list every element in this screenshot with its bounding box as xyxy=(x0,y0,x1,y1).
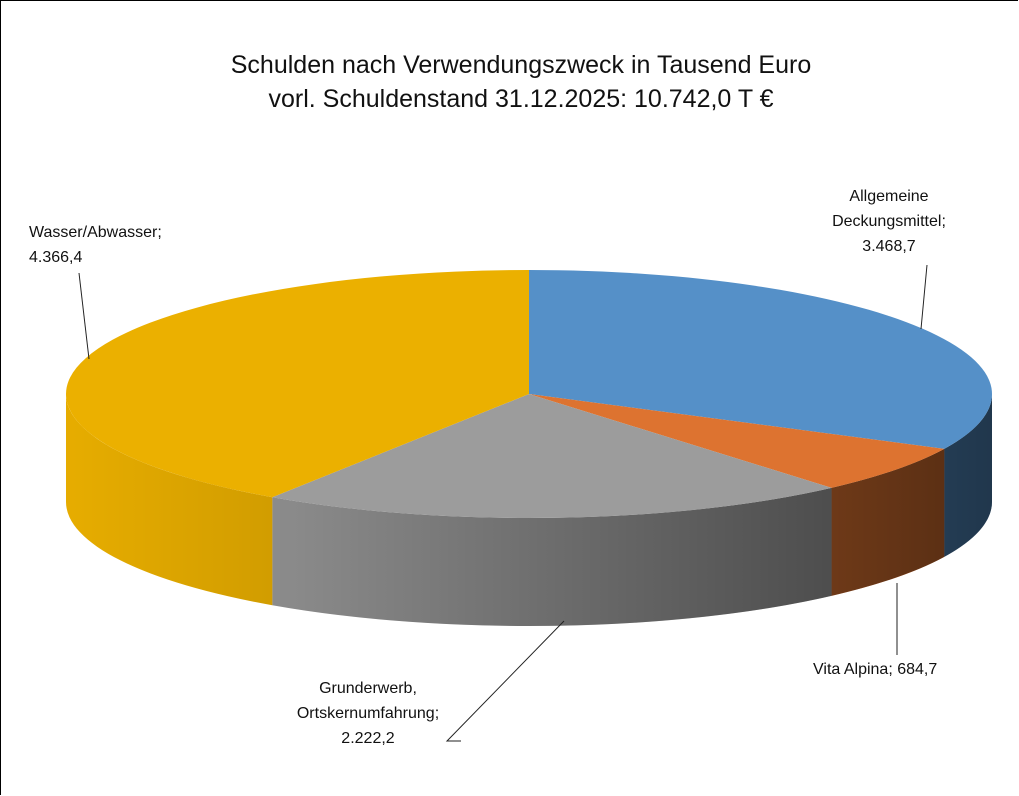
label-value: 684,7 xyxy=(897,661,938,678)
label-separator: ; xyxy=(434,705,440,722)
pie-sides xyxy=(66,394,992,626)
label-category: Grunderwerb, Ortskernumfahrung xyxy=(296,680,435,722)
slice xyxy=(529,394,945,488)
label-separator: ; xyxy=(888,661,893,678)
leader-line xyxy=(920,264,928,330)
chart-title: Schulden nach Verwendungszweck in Tausen… xyxy=(230,51,812,79)
data-label: Vita Alpina; 684,7 xyxy=(813,657,1013,682)
label-category: Wasser/Abwasser xyxy=(29,224,158,241)
label-value: 2.222,2 xyxy=(341,730,395,747)
side-shading xyxy=(66,394,992,626)
chart-subtitle: vorl. Schuldenstand 31.12.2025: 10.742,0… xyxy=(268,85,774,113)
label-separator: ; xyxy=(157,224,162,241)
label-category: Allgemeine Deckungsmittel xyxy=(832,188,942,230)
data-label: Allgemeine Deckungsmittel; 3.468,7 xyxy=(804,184,974,259)
slice xyxy=(65,270,530,498)
leader-line xyxy=(445,620,565,742)
slice xyxy=(529,270,992,449)
label-category: Vita Alpina xyxy=(813,661,889,678)
label-value: 4.366,4 xyxy=(29,249,83,266)
label-separator: ; xyxy=(941,213,946,230)
data-label: Wasser/Abwasser; 4.366,4 xyxy=(29,220,229,270)
slice xyxy=(272,394,832,518)
leader-line xyxy=(78,272,90,360)
label-value: 3.468,7 xyxy=(862,238,916,255)
data-label: Grunderwerb, Ortskernumfahrung; 2.222,2 xyxy=(263,676,473,751)
